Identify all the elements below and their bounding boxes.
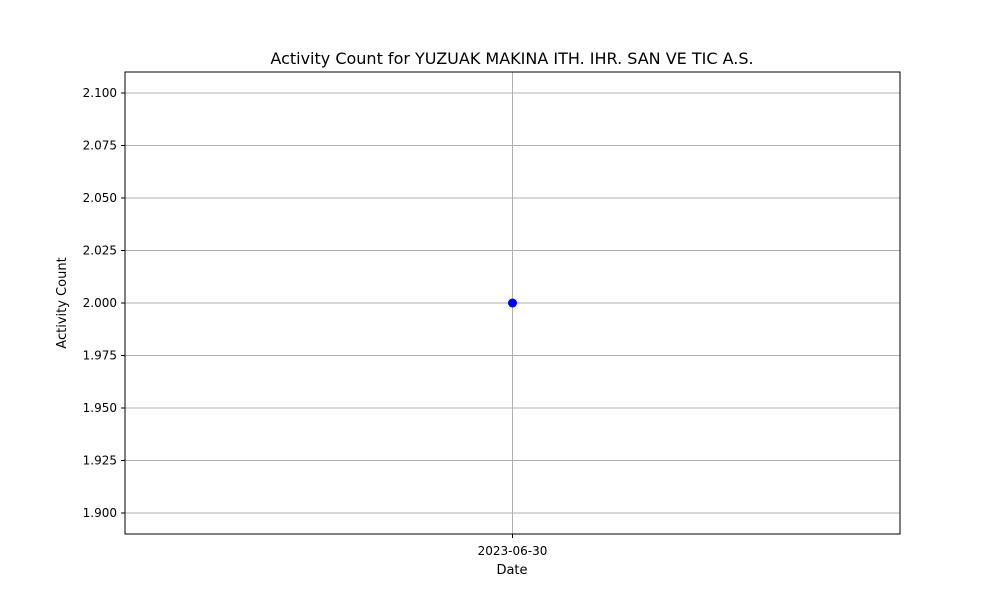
y-tick-label: 2.100 bbox=[83, 86, 117, 100]
x-tick-label: 2023-06-30 bbox=[478, 544, 548, 558]
y-tick-label: 2.075 bbox=[83, 139, 117, 153]
y-tick-label: 2.025 bbox=[83, 244, 117, 258]
y-tick-label: 2.000 bbox=[83, 296, 117, 310]
point-layer bbox=[508, 298, 517, 308]
y-tick-label: 1.925 bbox=[83, 454, 117, 468]
y-tick-label: 1.900 bbox=[83, 506, 117, 520]
y-tick-label: 1.975 bbox=[83, 349, 117, 363]
x-axis-label: Date bbox=[496, 563, 527, 578]
data-point bbox=[508, 298, 517, 308]
chart-title: Activity Count for YUZUAK MAKINA ITH. IH… bbox=[270, 49, 753, 68]
tick-layer: 1.900 1.925 1.950 1.975 2.000 2.025 2.050 2.075… bbox=[83, 86, 548, 558]
y-tick-label: 2.050 bbox=[83, 191, 117, 205]
y-tick-label: 1.950 bbox=[83, 401, 117, 415]
y-axis-label: Activity Count bbox=[55, 257, 70, 348]
